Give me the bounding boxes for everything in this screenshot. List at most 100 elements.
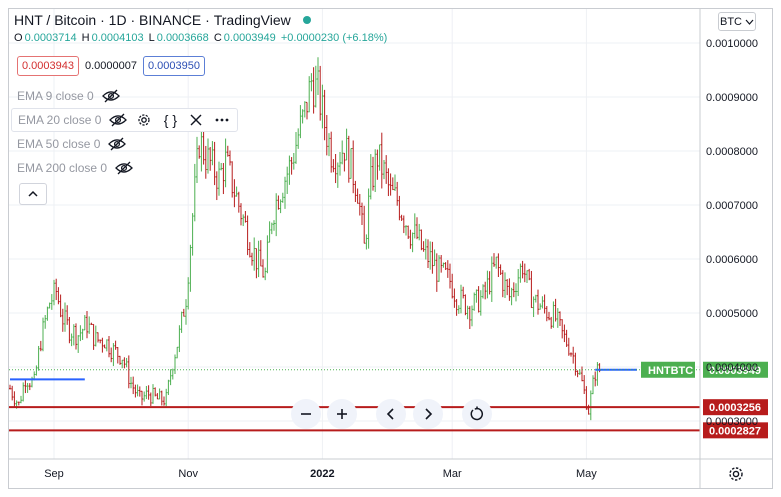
ohlc-bar <box>389 173 392 196</box>
ohlc-bar <box>581 366 583 382</box>
scroll-right-button[interactable] <box>413 399 443 429</box>
ohlc-bar <box>101 337 104 353</box>
ohlc-bar <box>237 191 240 213</box>
ohlc-bar <box>400 214 403 221</box>
ohlc-bar <box>121 359 124 369</box>
y-tick-label: 0.0006000 <box>706 254 758 266</box>
ohlc-bar <box>136 384 139 397</box>
ohlc-bar <box>114 340 117 350</box>
collapse-legend-button[interactable] <box>19 183 47 205</box>
ohlc-bar <box>334 153 337 184</box>
eye-off-icon[interactable] <box>108 137 127 151</box>
spread-value: 0.0000007 <box>85 60 137 72</box>
ohlc-bar <box>431 241 434 274</box>
ohlc-bar <box>229 150 231 166</box>
ohlc-bar <box>26 382 29 393</box>
ohlc-bar <box>110 347 113 363</box>
ohlc-bar <box>539 303 542 310</box>
ohlc-bar <box>303 101 306 118</box>
braces-icon[interactable]: { } <box>163 112 178 128</box>
scroll-left-button[interactable] <box>376 399 406 429</box>
indicator-ema-50[interactable]: EMA 50 close 0 <box>17 137 127 151</box>
eye-off-icon[interactable] <box>115 161 133 175</box>
ohlc-bar <box>363 205 366 244</box>
zoom-out-button[interactable] <box>291 399 321 429</box>
reset-chart-button[interactable] <box>462 399 492 429</box>
low-key: L <box>148 32 155 44</box>
ohlc-bar <box>521 260 524 279</box>
ohlc-bar <box>125 357 128 368</box>
level-label-bg <box>703 422 768 439</box>
ohlc-bar <box>336 162 339 188</box>
ohlc-bar <box>402 215 405 234</box>
ohlc-bar <box>534 294 537 303</box>
ohlc-bar <box>576 370 579 378</box>
ohlc-bar <box>191 213 194 256</box>
ohlc-bar <box>317 57 319 96</box>
zoom-in-button[interactable] <box>327 399 357 429</box>
ohlc-bar <box>347 135 350 183</box>
ohlc-bar <box>330 131 333 173</box>
ohlc-bar <box>490 256 493 302</box>
ohlc-bar <box>449 263 451 289</box>
ohlc-bar <box>158 388 161 400</box>
ohlc-bar <box>279 199 282 214</box>
ohlc-bar <box>24 378 27 394</box>
ohlc-bar <box>127 355 130 389</box>
ohlc-bar <box>312 67 315 114</box>
eye-off-icon[interactable] <box>101 89 120 103</box>
ohlc-bar <box>321 84 324 129</box>
ohlc-bar <box>240 203 242 226</box>
indicator-ema-9[interactable]: EMA 9 close 0 <box>17 89 120 103</box>
axes: 0.0010000 0.0009000 0.0008000 0.0007000 0.00… <box>9 9 773 489</box>
ohlc-bar <box>165 388 168 407</box>
ohlc-bar <box>429 241 432 270</box>
close-icon[interactable] <box>187 112 205 128</box>
ohlc-bar <box>37 345 40 371</box>
close-value: 0.0003949 <box>223 32 276 44</box>
ohlc-bar <box>242 214 245 227</box>
ohlc-bar <box>160 390 163 406</box>
indicator-ema-20[interactable]: EMA 20 close 0 { } <box>11 108 239 132</box>
ohlc-bar <box>422 241 425 252</box>
ohlc-bar <box>460 284 462 314</box>
chevron-left-icon <box>386 408 394 420</box>
chart-settings-button[interactable] <box>727 465 745 483</box>
ohlc-bar <box>99 339 102 344</box>
ohlc-bar <box>517 268 520 297</box>
ohlc-bar <box>35 365 38 376</box>
eye-off-icon[interactable] <box>109 113 128 127</box>
ohlc-bar <box>233 179 236 208</box>
ohlc-bar <box>116 347 119 364</box>
ohlc-bar <box>72 324 75 346</box>
buy-price-button[interactable]: 0.0003950 <box>143 56 205 76</box>
ohlc-bar <box>565 329 568 347</box>
ohlc-bar <box>405 225 407 236</box>
open-value: 0.0003714 <box>24 32 77 44</box>
ohlc-bar <box>284 176 286 209</box>
ohlc-bar <box>198 145 201 159</box>
more-icon[interactable] <box>213 112 231 128</box>
indicator-ema-200[interactable]: EMA 200 close 0 <box>17 161 133 175</box>
ohlc-bar <box>473 292 476 311</box>
indicator-label: EMA 200 close 0 <box>17 161 108 175</box>
symbol-title[interactable]: HNT / Bitcoin · 1D · BINANCE · TradingVi… <box>14 12 389 28</box>
x-tick-label: Sep <box>44 468 64 480</box>
ohlc-bar <box>504 272 506 299</box>
ohlc-bar <box>105 339 108 352</box>
currency-select[interactable]: BTC <box>718 12 756 31</box>
ohlc-bar <box>224 138 227 188</box>
sell-price-button[interactable]: 0.0003943 <box>17 56 79 76</box>
ohlc-bar <box>396 181 399 206</box>
ohlc-bar <box>299 105 302 139</box>
gear-icon[interactable] <box>135 112 153 128</box>
ohlc-bar <box>189 244 192 292</box>
ohlc-bar <box>501 270 504 298</box>
ohlc-bar <box>332 159 335 173</box>
ohlc-bar <box>543 294 546 314</box>
ohlc-bar <box>438 255 440 282</box>
ohlc-bar <box>207 138 209 174</box>
ohlc-bar <box>314 65 317 108</box>
ohlc-bar <box>57 287 60 305</box>
